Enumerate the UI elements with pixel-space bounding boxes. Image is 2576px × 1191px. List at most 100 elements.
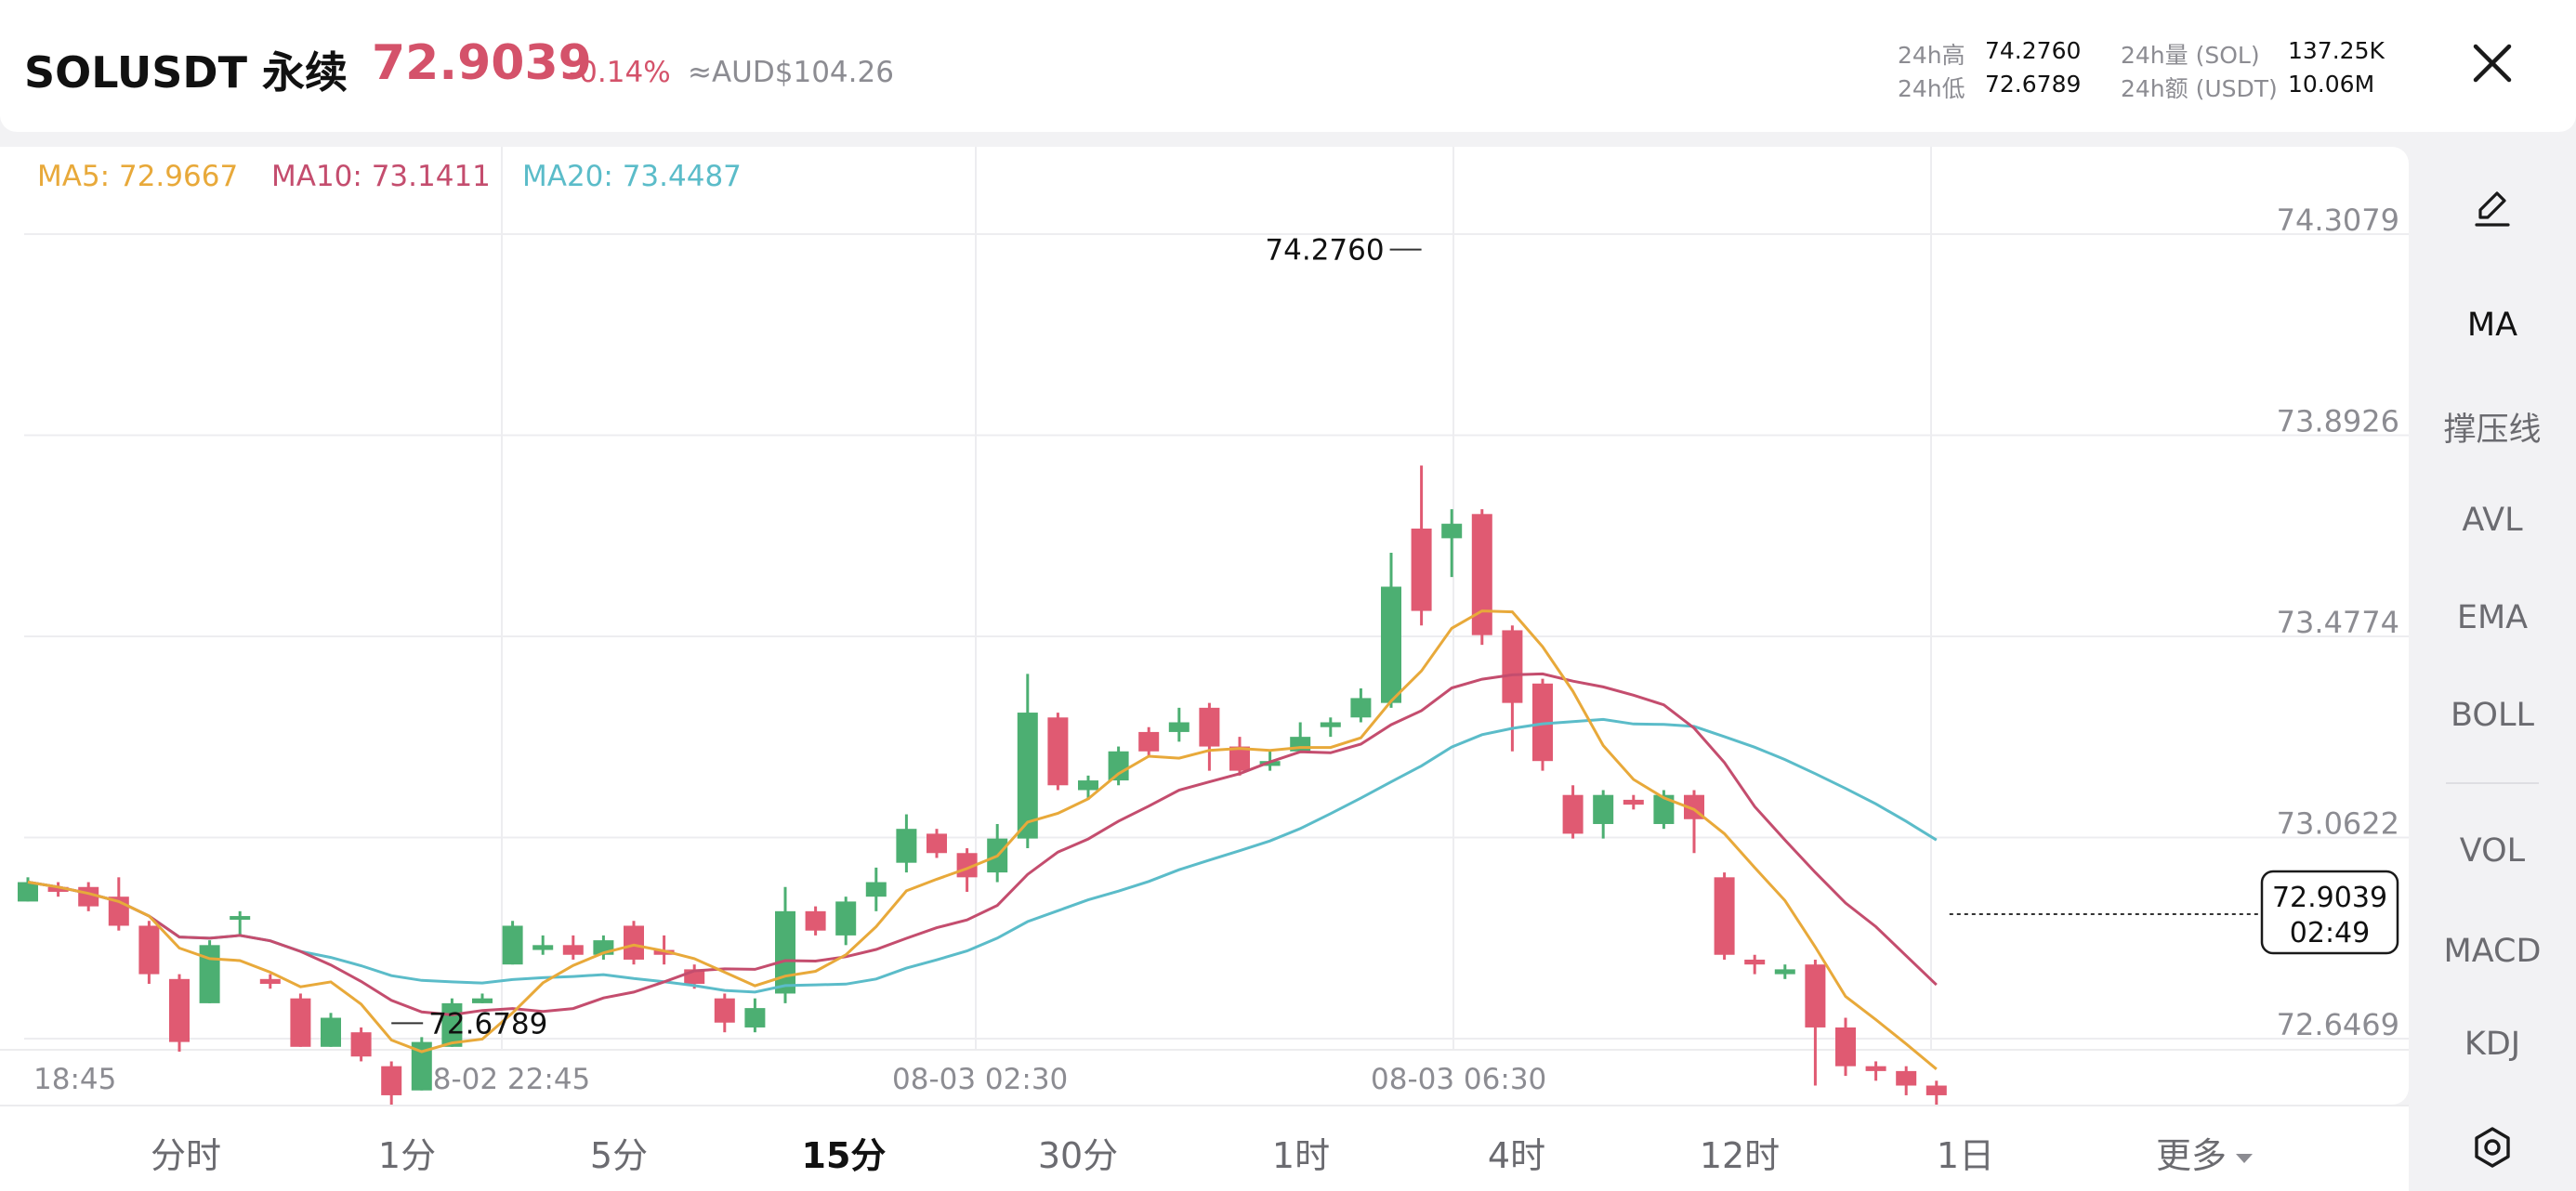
candle-body — [321, 1017, 341, 1047]
last-price-tag-value: 72.9039 — [2272, 882, 2387, 914]
candle-body — [1441, 523, 1463, 539]
candle — [1774, 964, 1795, 979]
y-tick-label: 73.4774 — [2277, 605, 2399, 640]
ma10-line — [27, 672, 1938, 1016]
timeframe-bar: 分时 1分 5分 15分 30分 1时 4时 12时 1日 更多 — [0, 1105, 2409, 1191]
indicator-avl[interactable]: AVL — [2462, 502, 2523, 539]
candle — [1168, 707, 1189, 742]
candle-body — [805, 910, 826, 931]
indicator-vol[interactable]: VOL — [2459, 832, 2526, 870]
high-label: 24h高 — [1898, 42, 1965, 69]
candle — [1865, 1061, 1886, 1081]
candle-body — [927, 833, 947, 854]
candle — [290, 993, 311, 1047]
indicator-toolbar: MA 撑压线 AVL EMA BOLL VOL MACD KDJ — [2409, 147, 2576, 1105]
last-price: 72.9039 — [372, 35, 592, 91]
candle — [321, 1013, 341, 1047]
candle — [472, 993, 493, 1003]
candle-body — [1381, 586, 1401, 703]
candle-body — [1320, 722, 1341, 727]
settings-icon — [2475, 1126, 2510, 1168]
timeframe-1h[interactable]: 1时 — [1271, 1135, 1331, 1176]
candle — [1925, 1080, 1947, 1105]
timeframe-line[interactable]: 分时 — [150, 1135, 222, 1176]
timeframe-more[interactable]: 更多 — [2155, 1127, 2254, 1178]
candle — [1017, 674, 1038, 849]
gridlines — [0, 147, 2409, 1051]
candle-body — [775, 910, 795, 994]
candles — [18, 465, 1947, 1105]
candle-body — [1896, 1070, 1917, 1086]
timeframe-12h[interactable]: 12时 — [1699, 1135, 1781, 1176]
candle-body — [1047, 717, 1069, 786]
candle — [230, 910, 251, 936]
candle — [1138, 726, 1160, 756]
price-change: -0.14% — [569, 56, 671, 89]
candle-body — [1805, 964, 1826, 1027]
candle-body — [1471, 514, 1492, 635]
candle — [1744, 954, 1766, 975]
indicator-macd[interactable]: MACD — [2443, 933, 2542, 970]
candle — [1593, 790, 1614, 839]
last-price-tag — [2260, 870, 2399, 955]
candle — [1350, 687, 1372, 723]
draw-tool-button[interactable] — [2409, 188, 2576, 239]
amount-value: 10.06M — [2288, 71, 2375, 98]
ma10-legend: MA10: 73.1411 — [271, 160, 491, 193]
candle-body — [1350, 698, 1372, 718]
close-button[interactable] — [2464, 35, 2520, 91]
candle — [624, 921, 644, 965]
candle-body — [1593, 794, 1614, 824]
candle-body — [896, 829, 917, 863]
candle-body — [1138, 731, 1160, 752]
candle-body — [1562, 794, 1584, 834]
candle-body — [381, 1066, 402, 1095]
countdown-label: 02:49 — [2290, 917, 2370, 949]
candle — [259, 974, 281, 989]
timeframe-1d[interactable]: 1日 — [1936, 1135, 1995, 1176]
candle — [1684, 790, 1704, 854]
indicator-ma[interactable]: MA — [2466, 307, 2518, 344]
pencil-icon — [2475, 191, 2510, 227]
candle-body — [502, 925, 523, 965]
header-bar: SOLUSDT 永续 72.9039 -0.14% ≈AUD$104.26 24… — [0, 0, 2576, 132]
indicator-boll[interactable]: BOLL — [2451, 697, 2534, 734]
candle — [927, 829, 947, 858]
volume-label: 24h量 (SOL) — [2121, 42, 2260, 69]
indicator-ema[interactable]: EMA — [2456, 599, 2529, 636]
timeframe-5m[interactable]: 5分 — [589, 1135, 649, 1176]
candle-body — [199, 945, 220, 1003]
candle-body — [1168, 722, 1189, 732]
y-tick-label: 73.8926 — [2277, 404, 2399, 439]
candle — [1047, 713, 1069, 791]
candle — [896, 814, 917, 873]
candle — [1229, 737, 1250, 776]
indicator-kdj[interactable]: KDJ — [2464, 1026, 2521, 1063]
candle — [1108, 746, 1129, 786]
candle-body — [1774, 969, 1795, 975]
volume-value: 137.25K — [2288, 37, 2385, 64]
candle — [835, 897, 857, 946]
candle-body — [1653, 794, 1675, 824]
candle — [714, 993, 735, 1033]
timeframe-more-label: 更多 — [2155, 1135, 2228, 1176]
candle-body — [562, 945, 584, 955]
high-annotation: 74.2760 — [1265, 234, 1384, 268]
fiat-price: ≈AUD$104.26 — [688, 56, 894, 89]
candle — [169, 974, 190, 1053]
candlestick-chart[interactable]: 74.3079 73.8926 73.4774 73.0622 72.6469 18:45… — [0, 147, 2409, 1105]
candle — [1320, 717, 1341, 738]
candle-body — [865, 882, 887, 897]
x-tick-label: 08-03 06:30 — [1371, 1063, 1546, 1096]
candle — [1653, 790, 1675, 830]
candle — [1441, 509, 1463, 578]
candle-body — [259, 978, 281, 985]
chart-panel[interactable]: 74.3079 73.8926 73.4774 73.0622 72.6469 18:45… — [0, 147, 2409, 1105]
candle-body — [47, 886, 69, 892]
timeframe-1m[interactable]: 1分 — [377, 1135, 437, 1176]
timeframe-30m[interactable]: 30分 — [1037, 1135, 1119, 1176]
chart-settings-button[interactable] — [2409, 1105, 2576, 1189]
timeframe-4h[interactable]: 4时 — [1487, 1135, 1546, 1176]
indicator-support-resistance[interactable]: 撑压线 — [2443, 412, 2542, 449]
timeframe-15m[interactable]: 15分 — [801, 1135, 887, 1176]
